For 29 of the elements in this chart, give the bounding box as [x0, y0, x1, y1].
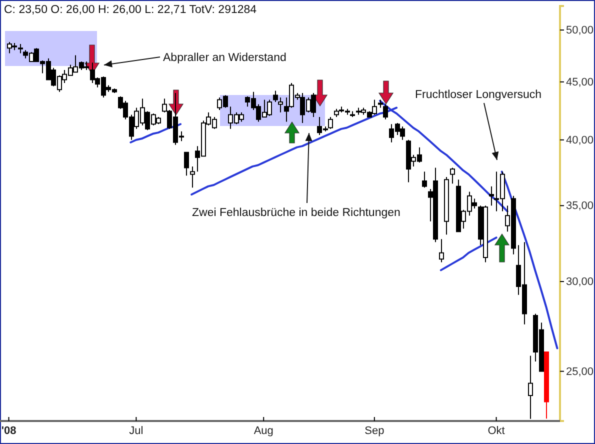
candlestick [190, 166, 195, 188]
y-tick-label: 40,00 [566, 134, 594, 146]
y-tick-label: 35,00 [566, 200, 594, 212]
candlestick [184, 152, 189, 176]
candlestick [18, 44, 23, 54]
candlestick [450, 167, 455, 184]
candlestick [273, 90, 278, 102]
candlestick [278, 96, 283, 113]
candlestick [528, 355, 533, 420]
annotation: Abpraller an Widerstand [163, 52, 286, 64]
y-tick-label: 30,00 [566, 276, 594, 288]
line-series [130, 123, 182, 144]
y-tick-label: 25,00 [566, 366, 594, 378]
y-tick-label: 45,00 [566, 76, 594, 88]
chart-title: C: 23,50 O: 26,00 H: 26,00 L: 22,71 TotV: 291284 [4, 4, 258, 16]
candlestick [489, 186, 494, 206]
y-tick-label: 50,00 [566, 24, 594, 37]
x-tick-label: Aug [254, 424, 274, 437]
candlestick [439, 238, 444, 263]
line-series [500, 170, 558, 350]
x-tick-label: Jul [129, 424, 144, 437]
x-tick-label: Okt [488, 424, 505, 437]
x-tick-label: Sep [364, 424, 384, 437]
candlestick [422, 171, 427, 188]
candlestick [328, 116, 333, 130]
annotation: Zwei Fehlausbrüche in beide Richtungen [192, 207, 400, 219]
candlestick [383, 104, 388, 120]
annotation: Fruchtloser Longversuch [415, 89, 542, 101]
x-tick-label: '08 [1, 424, 16, 437]
